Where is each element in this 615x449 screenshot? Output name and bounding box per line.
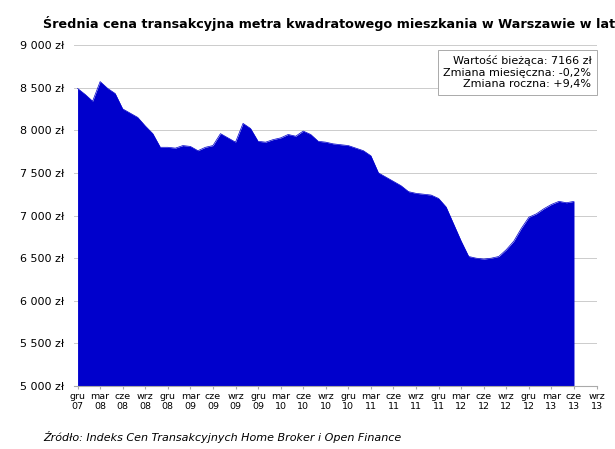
- Text: Wartość bieżąca: 7166 zł
Zmiana miesięczna: -0,2%
Zmiana roczna: +9,4%: Wartość bieżąca: 7166 zł Zmiana miesięcz…: [443, 55, 592, 89]
- Text: Średnia cena transakcyjna metra kwadratowego mieszkania w Warszawie w latach 200: Średnia cena transakcyjna metra kwadrato…: [43, 16, 615, 31]
- Text: Źródło: Indeks Cen Transakcyjnych Home Broker i Open Finance: Źródło: Indeks Cen Transakcyjnych Home B…: [43, 431, 402, 443]
